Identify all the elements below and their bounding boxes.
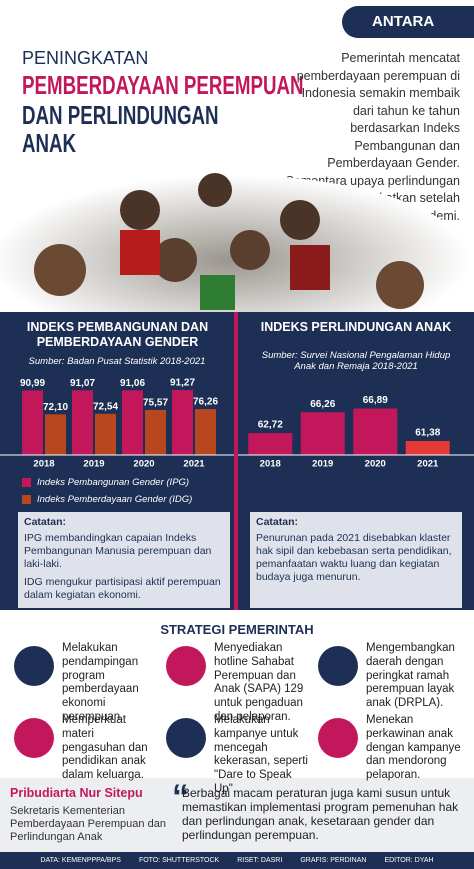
chart-subtitle: Sumber: Badan Pusat Statistik 2018-2021 [28,356,206,367]
value-label: 62,72 [258,420,283,431]
strategy-item: Mengembangkan daerah dengan peringkat ra… [366,642,455,710]
quote-mark: “ [172,778,189,816]
x-tick-label: 2019 [312,459,333,470]
value-label: 91,06 [120,378,145,389]
title-line: PENINGKATAN [22,48,149,68]
credit: GRAFIS: PERDINAN [300,857,367,864]
title-line: DAN PERLINDUNGAN [22,100,219,130]
bar [145,409,166,455]
icon [166,718,206,758]
bar [45,414,66,455]
credit: DATA: KEMENPPPA/BPS [40,857,121,864]
value-label: 75,57 [143,398,168,409]
legend-swatch [22,495,31,504]
x-tick-label: 2021 [183,459,205,470]
bar [95,413,116,455]
chart-title: INDEKS PERLINDUNGAN ANAK [260,320,452,334]
photo [0,173,470,312]
x-tick-label: 2018 [33,459,54,470]
x-tick-label: 2020 [365,459,386,470]
title-line: PEMBERDAYAAN PEREMPUAN [22,70,304,100]
legend-swatch [22,478,31,487]
value-label: 76,26 [193,397,218,408]
quote-role: Sekretaris Kementerian Pemberdayaan Pere… [10,805,166,843]
value-label: 72,10 [43,402,68,413]
quote-text: Berbagai macam peraturan juga kami susun… [182,786,459,842]
note: Penurunan pada 2021 disebabkan klaster h… [256,532,452,583]
x-tick-label: 2019 [83,459,104,470]
x-tick-label: 2020 [133,459,154,470]
logo [342,6,474,38]
legend-label: Indeks Pemberdayaan Gender (IDG) [37,494,193,505]
bar [248,433,293,455]
bar [300,412,345,455]
icon [14,718,54,758]
note-box: Catatan: Penurunan pada 2021 disebabkan … [250,512,462,608]
note: IDG mengukur partisipasi aktif perempuan… [24,576,221,601]
title-line: ANAK [22,128,77,158]
footer: DATA: KEMENPPPA/BPS FOTO: SHUTTERSTOCK RIS… [0,852,474,869]
chart: 90,99 91,07 91,06 91,27 72,10 72,54 75,57 76,26… [0,378,234,470]
icon [318,718,358,758]
note: IPG membandingkan capaian Indeks Pembang… [24,532,212,570]
icon [318,646,358,686]
icon [14,646,54,686]
value-label: 90,99 [20,378,45,389]
bar [72,390,93,455]
bar [22,390,43,455]
legend: Indeks Pembangunan Gender (IPG) Indeks Pe… [22,474,192,508]
note-heading: Catatan: [256,516,299,528]
legend-item: Indeks Pemberdayaan Gender (IDG) [22,491,192,508]
chart-title: INDEKS PEMBANGUNAN DAN PEMBERDAYAAN GEND… [26,320,209,349]
value-label: 66,26 [310,399,335,410]
value-label: 91,07 [70,378,95,389]
logo-text: ANTARA [372,13,435,30]
note-heading: Catatan: [24,516,67,528]
value-label: 61,38 [415,428,440,439]
bar [172,390,193,455]
strategy-item: Memperkuat materi pengasuhan dan pendidi… [62,714,148,782]
value-label: 66,89 [363,395,388,406]
bar [405,440,450,455]
x-tick-label: 2021 [417,459,439,470]
strategy-item: Melakukan pendampingan program pemberday… [62,642,139,723]
bar [353,408,398,455]
value-label: 91,27 [170,378,195,389]
quote-panel [0,778,474,852]
bar [122,390,143,455]
chart-subtitle: Sumber: Survei Nasional Pengalaman Hidup… [261,350,451,372]
bar [195,409,216,455]
intro: Pemerintah mencatat pemberdayaan perempu… [285,51,460,223]
credit: EDITOR: DYAH [384,857,434,864]
chart: 62,72 2018 66,26 2019 66,89 2020 61,38 2021 [238,395,474,470]
value-label: 72,54 [93,401,118,412]
strategy-item: Melakukan kampanye untuk mencegah kekera… [214,714,308,795]
strategy-item: Menyediakan hotline Sahabat Perempuan da… [214,642,304,723]
section-title: STRATEGI PEMERINTAH [160,622,314,637]
legend-item: Indeks Pembangunan Gender (IPG) [22,474,192,491]
note-box: Catatan: IPG membandingkan capaian Indek… [18,512,230,608]
quote-name: Pribudiarta Nur Sitepu [10,786,143,800]
icon [166,646,206,686]
credit: FOTO: SHUTTERSTOCK [138,857,220,864]
x-tick-label: 2018 [260,459,281,470]
divider [234,312,238,610]
legend-label: Indeks Pembangunan Gender (IPG) [37,477,190,488]
strategy-item: Menekan perkawinan anak dengan kampanye … [366,714,461,782]
credit: RISET: DASRI [237,857,283,864]
